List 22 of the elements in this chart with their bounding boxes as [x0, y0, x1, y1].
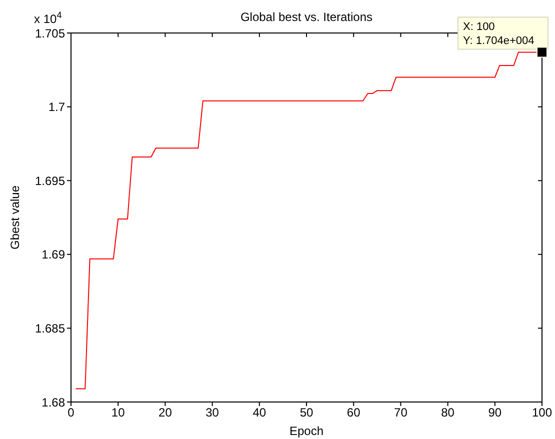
y-tick-label: 1.685: [34, 321, 66, 336]
y-tick-label: 1.68: [42, 395, 66, 410]
annotation: X: 100 Y: 1.704e+004: [463, 21, 534, 48]
x-tick-label: 0: [68, 406, 75, 420]
y-tick-label: 1.7: [48, 100, 66, 114]
x-tick-label: 10: [111, 406, 126, 420]
text: x 10$^{4}$: [34, 10, 62, 26]
x-tick-label: 40: [252, 406, 266, 420]
x-tick-label: 30: [206, 406, 220, 420]
chart-title: Global best vs. Iterations: [240, 10, 373, 24]
x-tick-label: 100: [532, 406, 552, 420]
y-tick-label: 1.695: [34, 174, 66, 188]
x-tick-label: 60: [346, 406, 361, 420]
x-tick-label: 90: [488, 406, 502, 420]
y-tick-label: 1.705: [34, 26, 66, 40]
x-tick-label: 50: [300, 406, 314, 420]
y-axis-title: Gbest value: [8, 185, 22, 250]
x-axis-title: Epoch: [289, 424, 324, 438]
x-tick-label: 20: [158, 406, 172, 420]
x-tick-label: 80: [441, 406, 455, 420]
x-tick-label: 70: [394, 406, 408, 420]
y-tick-label: 1.69: [42, 248, 66, 262]
